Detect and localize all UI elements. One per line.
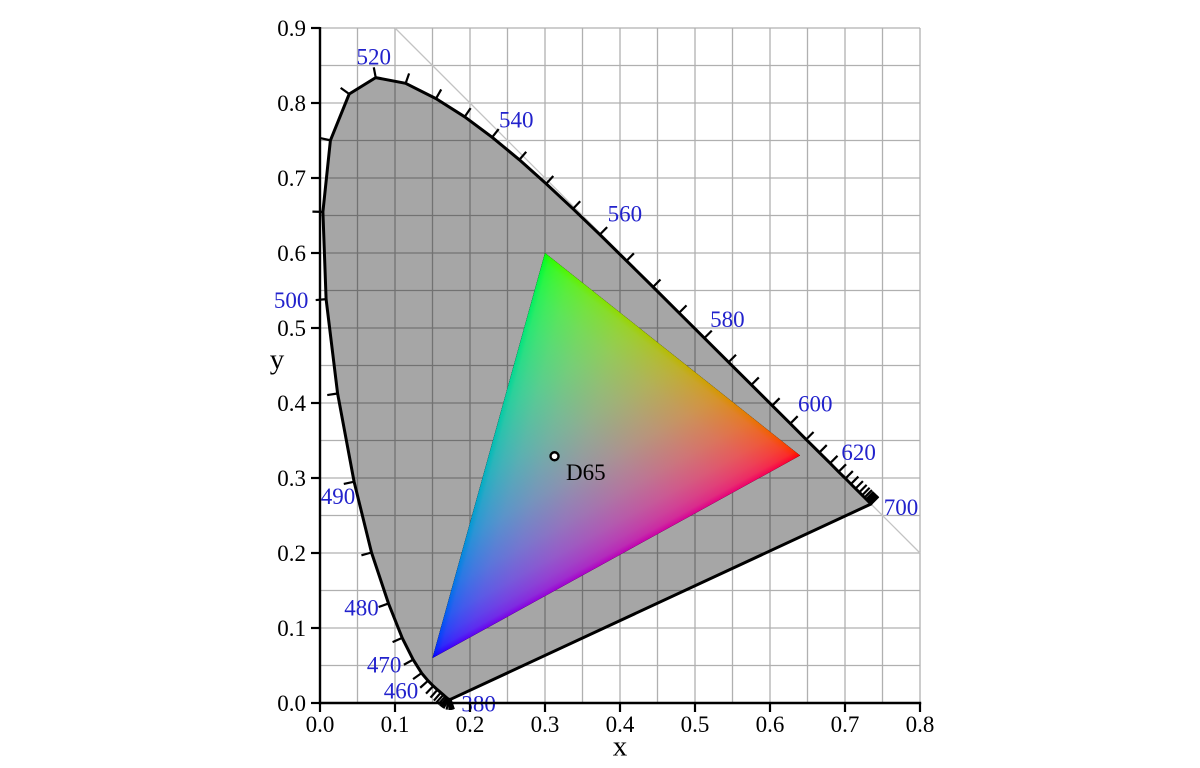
wavelength-label-620: 620 [841,440,876,465]
y-tick-label: 0.8 [277,91,306,116]
x-tick-label: 0.0 [306,712,335,737]
x-tick-label: 0.1 [381,712,410,737]
y-axis-title: y [269,343,285,376]
x-tick-label: 0.5 [681,712,710,737]
wavelength-label-580: 580 [710,307,745,332]
x-axis-title: x [612,730,628,763]
x-tick-label: 0.7 [831,712,860,737]
wavelength-label-600: 600 [798,392,833,417]
wavelength-label-560: 560 [608,202,643,227]
white-point-marker [549,451,560,462]
wavelength-label-490: 490 [321,484,356,509]
wavelength-label-500: 500 [274,288,309,313]
wavelength-label-540: 540 [499,107,534,132]
wavelength-label-470: 470 [367,653,402,678]
x-tick-label: 0.3 [531,712,560,737]
white-point-label: D65 [566,460,606,485]
wavelength-label-520: 520 [356,45,391,70]
x-tick-label: 0.2 [456,712,485,737]
y-tick-label: 0.3 [277,466,306,491]
y-tick-label: 0.0 [277,691,306,716]
wavelength-label-700: 700 [884,495,919,520]
y-tick-label: 0.1 [277,616,306,641]
spectral-locus-outline [321,76,873,701]
y-tick-label: 0.4 [277,391,306,416]
x-tick-label: 0.6 [756,712,785,737]
srgb-gamut-triangle [432,253,800,658]
x-tick-label: 0.8 [906,712,935,737]
x-tick-label: 0.4 [606,712,635,737]
wavelength-label-480: 480 [344,595,379,620]
axes: 0.0 0.1 0.2 0.3 0.4 0.5 0.6 0.7 0.8 0.0 0.1 0.2 0.3 0… [277,16,934,737]
y-tick-label: 0.2 [277,541,306,566]
y-tick-label: 0.6 [277,241,306,266]
y-tick-label: 0.7 [277,166,306,191]
wavelength-label-460: 460 [384,679,419,704]
y-tick-label: 0.5 [277,316,306,341]
y-tick-label: 0.9 [277,16,306,41]
